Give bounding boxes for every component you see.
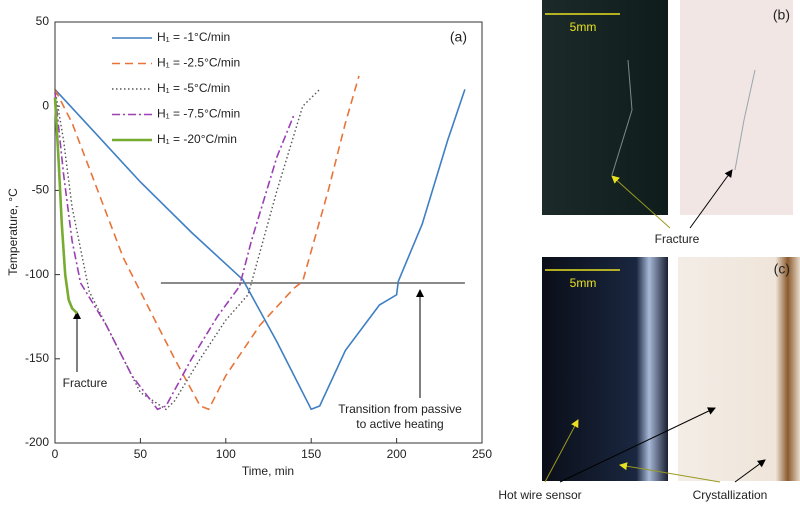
x-tick-label: 150	[301, 447, 321, 461]
series-line	[54, 92, 295, 411]
scale-text: 5mm	[570, 276, 597, 290]
arrow	[619, 462, 721, 483]
arrow	[611, 175, 671, 229]
x-axis-label: Time, min	[242, 464, 294, 478]
panel-label: (c)	[774, 261, 790, 277]
series-line	[53, 97, 79, 315]
y-tick-label: -50	[32, 183, 50, 197]
legend-label: H₁ = -1°C/min	[157, 30, 230, 44]
y-axis-label: Temperature, °C	[6, 188, 20, 276]
y-tick-label: -150	[25, 351, 49, 365]
y-tick-label: -200	[25, 435, 49, 449]
legend-label: H₁ = -7.5°C/min	[157, 107, 240, 121]
photo-panel-c: 5mm (c) Hot wire sensor Crystallization	[498, 257, 800, 502]
legend-label: H₁ = -2.5°C/min	[157, 56, 240, 70]
y-tick-label: -100	[25, 267, 49, 281]
x-tick-label: 50	[134, 447, 148, 461]
arrow	[559, 407, 716, 483]
photo	[542, 0, 668, 215]
series-line	[54, 88, 466, 411]
annotation: to active heating	[356, 417, 443, 431]
photo-panel-b: 5mm (b) Fracture	[542, 0, 793, 246]
panel-label: (b)	[773, 7, 790, 23]
caption: Fracture	[655, 232, 700, 246]
annotation: Fracture	[63, 376, 108, 390]
x-tick-label: 200	[387, 447, 407, 461]
arrow	[689, 169, 733, 229]
series-line	[54, 88, 321, 411]
crack	[734, 69, 756, 171]
annotation: Transition from passive	[338, 402, 462, 416]
legend-label: H₁ = -5°C/min	[157, 81, 230, 95]
arrow	[734, 459, 766, 483]
y-tick-label: 0	[42, 98, 49, 112]
photo	[680, 0, 793, 215]
plot-frame	[54, 21, 483, 444]
x-tick-label: 250	[472, 447, 492, 461]
x-tick-label: 100	[216, 447, 236, 461]
scale-text: 5mm	[570, 20, 597, 34]
caption: Hot wire sensor	[498, 488, 581, 502]
arrow	[544, 419, 579, 483]
caption: Crystallization	[693, 488, 768, 502]
chart-a: (a) Time, min Temperature, °C Fracture T…	[6, 14, 492, 478]
photo	[542, 257, 668, 481]
panel-label: (a)	[450, 29, 467, 45]
x-tick-label: 0	[52, 447, 59, 461]
legend-label: H₁ = -20°C/min	[157, 132, 237, 146]
y-tick-label: 50	[36, 14, 50, 28]
series-line	[54, 75, 360, 411]
photo	[678, 257, 800, 481]
crack	[611, 59, 633, 176]
